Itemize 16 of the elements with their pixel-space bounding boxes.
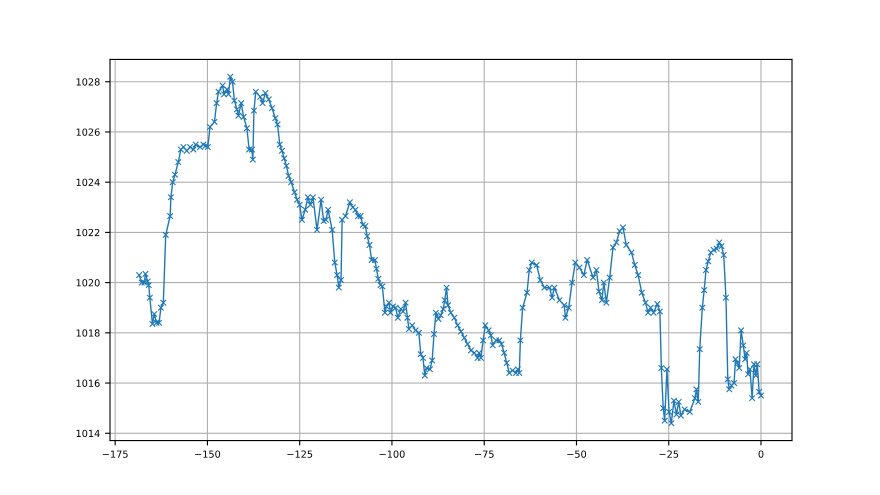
y-tick-label: 1022 — [76, 228, 100, 236]
y-tick-label: 1024 — [76, 178, 100, 186]
x-tick-label: −150 — [195, 450, 220, 458]
x-tick-label: −175 — [102, 450, 128, 458]
x-tick-label: −50 — [567, 450, 586, 458]
x-tick-label: 0 — [758, 450, 764, 458]
y-tick-label: 1020 — [76, 279, 100, 286]
y-tick-label: 1014 — [76, 430, 100, 438]
y-tick-label: 1016 — [76, 380, 100, 387]
x-tick-label: −25 — [660, 450, 678, 458]
x-tick-label: −75 — [474, 450, 494, 458]
x-tick-label: −100 — [380, 450, 405, 458]
y-tick-label: 1018 — [76, 329, 100, 337]
x-tick-label: −125 — [287, 450, 312, 458]
y-tick-label: 1026 — [76, 128, 100, 136]
y-tick-label: 1028 — [76, 78, 100, 86]
